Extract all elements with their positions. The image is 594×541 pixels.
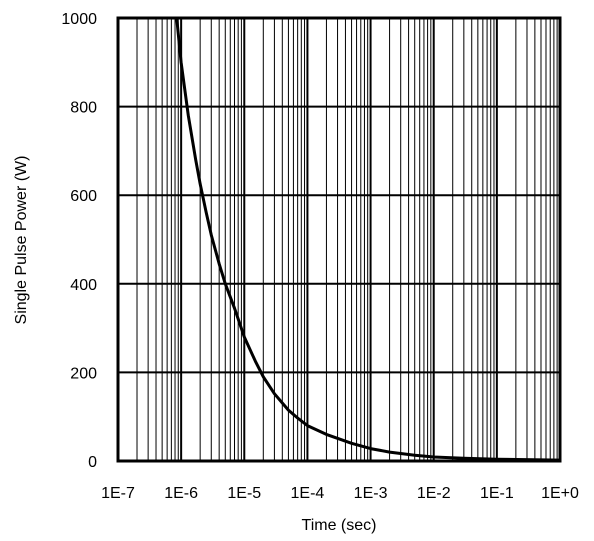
y-tick-label: 800 xyxy=(70,100,97,117)
plot-frame xyxy=(116,16,562,463)
x-tick-label: 1E+0 xyxy=(541,485,579,502)
y-tick-label: 1000 xyxy=(61,11,97,28)
y-axis-label: Single Pulse Power (W) xyxy=(13,156,30,325)
x-tick-label: 1E-4 xyxy=(291,485,325,502)
y-tick-labels: 0 200 400 600 800 1000 xyxy=(61,11,97,471)
y-tick-label: 200 xyxy=(70,365,97,382)
x-tick-labels: 1E-7 1E-6 1E-5 1E-4 1E-3 1E-2 1E-1 1E+0 xyxy=(101,485,579,502)
x-tick-label: 1E-1 xyxy=(480,485,514,502)
minor-gridlines xyxy=(136,18,558,461)
x-tick-label: 1E-6 xyxy=(164,485,198,502)
y-tick-label: 0 xyxy=(88,454,97,471)
y-tick-label: 400 xyxy=(70,277,97,294)
series-layer xyxy=(175,16,562,462)
x-tick-label: 1E-3 xyxy=(354,485,388,502)
x-tick-label: 1E-7 xyxy=(101,485,135,502)
x-tick-label: 1E-5 xyxy=(227,485,261,502)
x-axis-label: Time (sec) xyxy=(302,517,377,534)
series-line xyxy=(175,16,562,462)
y-tick-label: 600 xyxy=(70,188,97,205)
x-tick-label: 1E-2 xyxy=(417,485,451,502)
